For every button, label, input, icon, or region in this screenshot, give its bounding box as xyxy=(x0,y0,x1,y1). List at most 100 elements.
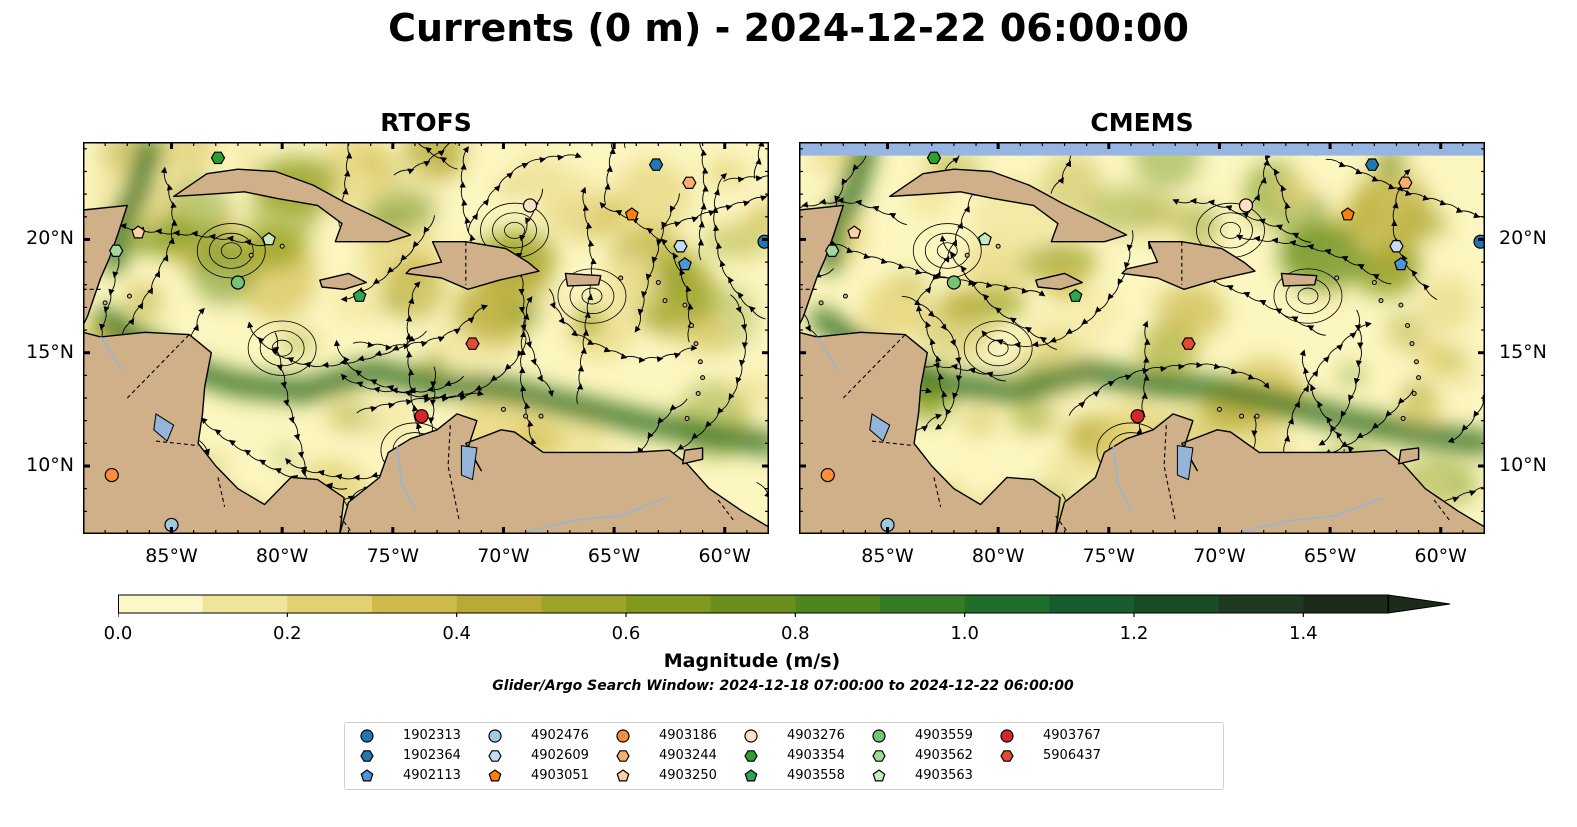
float-4903244 xyxy=(1398,176,1413,190)
legend-item: 4903562 xyxy=(871,748,993,764)
lake-maracaibo xyxy=(1176,445,1194,481)
colorbar-segment xyxy=(287,595,373,613)
land-puerto-rico xyxy=(564,272,602,287)
legend-label: 4903563 xyxy=(915,768,973,783)
colorbar-label: Magnitude (m/s) xyxy=(663,650,841,672)
float-1902313 xyxy=(1473,234,1485,249)
legend-marker-circle xyxy=(744,729,758,743)
lat-tick-label-right: 20°N xyxy=(1499,227,1547,250)
float-4903558 xyxy=(352,288,367,302)
colorbar-tick-label: 0.8 xyxy=(781,623,810,644)
lat-tick-label-left: 10°N xyxy=(26,454,74,477)
legend-marker-circle xyxy=(1000,729,1014,743)
lon-tick-label: 65°W xyxy=(1303,545,1357,567)
land-puerto-rico xyxy=(1280,272,1318,287)
lake-maracaibo xyxy=(460,445,478,481)
legend-item: 1902364 xyxy=(359,748,481,764)
float-markers-rtofs xyxy=(104,151,769,533)
float-1902313 xyxy=(757,234,769,249)
colorbar-segment xyxy=(202,595,288,613)
colorbar xyxy=(118,594,1451,617)
float-4903558 xyxy=(1068,288,1083,302)
legend-item: 4903354 xyxy=(743,748,865,764)
float-4902609 xyxy=(1389,239,1404,253)
legend-label: 4902476 xyxy=(531,728,589,743)
float-4903276 xyxy=(1238,198,1254,213)
panel-title-rtofs: RTOFS xyxy=(380,108,472,137)
legend-marker-circle xyxy=(616,729,630,743)
float-4903767 xyxy=(414,409,429,424)
legend-label: 4903559 xyxy=(915,728,973,743)
lat-tick-label-left: 15°N xyxy=(26,340,74,363)
land-central-america xyxy=(799,331,1061,534)
colorbar-segment xyxy=(710,595,796,613)
lon-tick-label: 70°W xyxy=(1193,545,1246,567)
figure-title: Currents (0 m) - 2024-12-22 06:00:00 xyxy=(388,6,1189,50)
legend-marker-pentagon xyxy=(744,769,758,782)
legend-item: 4903186 xyxy=(615,728,737,744)
land-cuba xyxy=(172,168,412,243)
land-cmems xyxy=(799,168,1485,534)
legend-marker-circle xyxy=(872,729,886,743)
legend-item: 4903244 xyxy=(615,748,737,764)
lon-tick-label: 60°W xyxy=(1414,545,1467,567)
float-4903244 xyxy=(682,176,697,190)
colorbar-tick-label: 0.4 xyxy=(442,623,471,644)
lon-tick-label: 65°W xyxy=(587,545,641,567)
legend-marker-circle xyxy=(360,729,374,743)
float-4903051 xyxy=(624,207,639,221)
legend-label: 4903354 xyxy=(787,748,845,763)
legend-item: 5906437 xyxy=(999,748,1121,764)
lon-tick-label: 75°W xyxy=(1082,545,1136,567)
float-4903767 xyxy=(1130,409,1145,424)
float-4903562 xyxy=(109,244,124,258)
float-4903354 xyxy=(210,151,226,165)
float-markers-cmems xyxy=(820,151,1485,533)
colorbar-tick-label: 1.2 xyxy=(1119,623,1149,644)
colorbar-segment xyxy=(372,595,458,613)
lake-nicaragua xyxy=(153,413,175,442)
legend-marker-hexagon xyxy=(488,750,502,762)
colorbar-segment xyxy=(1134,595,1220,613)
float-4903562 xyxy=(825,244,840,258)
lon-tick-label: 80°W xyxy=(255,545,309,567)
float-legend: 1902313 1902364 4902113 4902476 4902609 49030… xyxy=(344,722,1224,790)
colorbar-segment xyxy=(118,595,204,613)
legend-item: 4903767 xyxy=(999,728,1121,744)
legend-marker-hexagon xyxy=(616,750,630,762)
lon-tick-label: 70°W xyxy=(477,545,530,567)
float-4903250 xyxy=(847,225,862,239)
legend-item: 4903558 xyxy=(743,768,865,784)
land-rtofs xyxy=(83,168,769,534)
legend-label: 4902609 xyxy=(531,748,589,763)
legend-label: 4903558 xyxy=(787,768,845,783)
colorbar-tick-label: 0.2 xyxy=(273,623,302,644)
legend-label: 4903276 xyxy=(787,728,845,743)
lake-nicaragua xyxy=(869,413,891,442)
float-5906437 xyxy=(465,337,480,350)
panel-title-cmems: CMEMS xyxy=(1090,108,1194,137)
float-1902364 xyxy=(1364,158,1380,171)
legend-label: 1902313 xyxy=(403,728,461,743)
float-4903276 xyxy=(522,198,538,213)
lon-tick-label: 85°W xyxy=(145,545,198,567)
lon-tick-label: 75°W xyxy=(366,545,420,567)
search-window-note: Glider/Argo Search Window: 2024-12-18 07… xyxy=(492,678,1074,694)
legend-label: 4903767 xyxy=(1043,728,1101,743)
legend-item: 4903250 xyxy=(615,768,737,784)
colorbar-segment xyxy=(795,595,881,613)
legend-label: 1902364 xyxy=(403,748,461,763)
colorbar-segment xyxy=(1049,595,1135,613)
legend-item: 4903563 xyxy=(871,768,993,784)
float-4902113 xyxy=(1393,257,1408,271)
legend-label: 5906437 xyxy=(1043,748,1101,763)
float-4903186 xyxy=(820,467,835,483)
lat-tick-label-right: 15°N xyxy=(1499,340,1547,363)
map-panel-rtofs xyxy=(83,142,769,534)
lat-tick-label-right: 10°N xyxy=(1499,454,1547,477)
legend-item: 4902609 xyxy=(487,748,609,764)
land-hispaniola xyxy=(1121,240,1256,291)
legend-label: 4903250 xyxy=(659,768,717,783)
float-4903559 xyxy=(230,275,246,290)
